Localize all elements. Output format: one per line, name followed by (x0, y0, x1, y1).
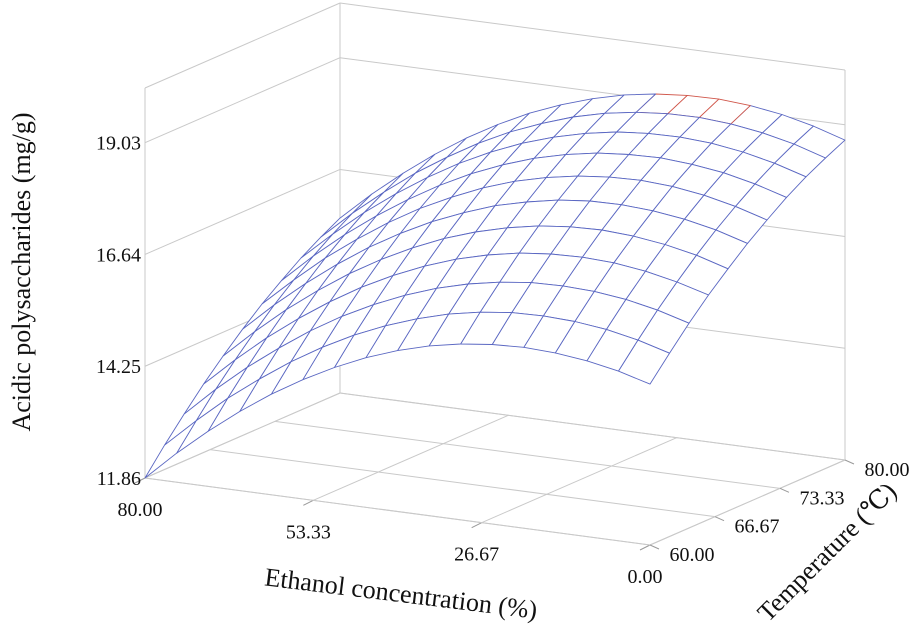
x-tick-label: 53.33 (286, 521, 331, 543)
x-tick-label: 80.00 (118, 499, 163, 521)
tick-mark (303, 499, 314, 506)
tick-mark (134, 477, 146, 484)
z-tick-label: 16.64 (96, 244, 141, 266)
box-edge (339, 2, 846, 71)
z-tick-label: 19.03 (96, 133, 141, 155)
x-tick-label: 26.67 (454, 544, 499, 566)
grid-line (144, 57, 341, 144)
z-tick-label: 11.86 (97, 468, 141, 490)
grid-line (313, 414, 509, 501)
surface (144, 93, 846, 479)
y-tick-label: 60.00 (670, 544, 715, 566)
tick-mark (471, 522, 482, 529)
x-tick-label: 0.00 (628, 566, 663, 588)
z-axis-title: Acidic polysaccharides (mg/g) (7, 112, 36, 431)
grid-line (209, 449, 716, 518)
grid-line (144, 477, 651, 546)
y-tick-label: 73.33 (799, 487, 844, 509)
grid-line (649, 459, 846, 546)
tick-mark (714, 516, 725, 522)
tick-labels: 11.86 14.25 16.64 19.03 80.00 53.33 26.67 0.00 6… (96, 133, 910, 588)
grid-line (339, 392, 846, 461)
y-tick-label: 80.00 (865, 459, 910, 481)
z-tick-label: 14.25 (96, 356, 141, 378)
surface-cell (144, 420, 197, 479)
y-tick-label: 66.67 (735, 516, 780, 538)
tick-mark (639, 544, 651, 551)
grid-line (481, 437, 677, 524)
grid-line (144, 392, 341, 479)
grid-line (274, 420, 781, 489)
x-axis-title: Ethanol concentration (%) (263, 562, 539, 624)
tick-mark (779, 487, 790, 493)
grid-line (144, 169, 341, 255)
box-edge (144, 2, 341, 89)
tick-mark (844, 459, 855, 465)
tick-mark (649, 544, 660, 550)
